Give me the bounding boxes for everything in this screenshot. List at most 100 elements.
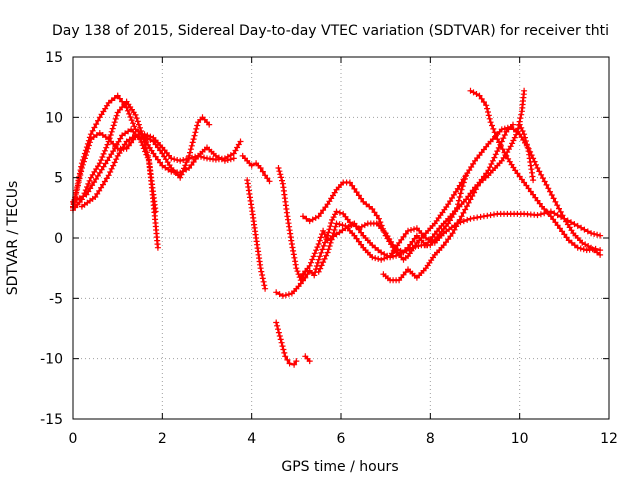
- data-point: [541, 178, 548, 185]
- data-point: [591, 231, 598, 237]
- data-point: [81, 150, 88, 157]
- data-point: [592, 245, 599, 252]
- data-point: [510, 137, 517, 144]
- data-point: [318, 249, 325, 256]
- data-point: [128, 117, 135, 124]
- x-tick-label: 2: [158, 431, 167, 447]
- data-point: [75, 177, 82, 184]
- data-point: [183, 156, 190, 163]
- data-point: [96, 187, 103, 194]
- data-point: [480, 99, 487, 105]
- series-arc-1: [70, 98, 161, 251]
- data-point: [577, 245, 584, 252]
- data-point: [123, 104, 130, 111]
- data-point: [523, 141, 530, 148]
- data-point: [154, 244, 161, 251]
- data-point: [581, 226, 588, 233]
- data-point: [91, 179, 98, 186]
- data-point: [84, 184, 90, 190]
- data-point: [325, 246, 332, 253]
- data-point: [309, 256, 316, 263]
- data-point: [537, 211, 544, 218]
- data-point: [281, 349, 288, 356]
- data-point: [460, 209, 467, 216]
- data-point: [551, 210, 558, 217]
- grid: [73, 57, 609, 419]
- data-point: [323, 252, 330, 259]
- data-point: [316, 253, 323, 260]
- data-point: [80, 153, 87, 160]
- data-point: [192, 129, 199, 136]
- data-point: [524, 144, 531, 151]
- data-point: [320, 227, 327, 234]
- data-point: [144, 132, 151, 139]
- data-point: [87, 185, 94, 192]
- y-tick-label: 5: [54, 171, 63, 187]
- data-point: [257, 265, 264, 272]
- data-point: [98, 157, 105, 164]
- data-point: [110, 122, 117, 129]
- y-tick-label: -10: [40, 352, 63, 368]
- data-point: [462, 206, 469, 213]
- data-point: [464, 170, 471, 177]
- data-point: [501, 149, 508, 156]
- data-point: [387, 254, 394, 261]
- data-point: [124, 107, 131, 114]
- x-tick-label: 4: [247, 431, 256, 447]
- data-point: [74, 180, 81, 187]
- series-arc-7: [244, 177, 269, 292]
- data-point: [275, 165, 282, 171]
- data-point: [552, 198, 559, 205]
- data-point: [597, 247, 604, 254]
- data-point: [471, 189, 478, 196]
- series-arc-11: [297, 87, 528, 280]
- data-point: [518, 124, 525, 131]
- data-point: [259, 272, 266, 278]
- data-point: [92, 194, 99, 200]
- data-point: [104, 157, 111, 164]
- data-point: [311, 272, 318, 279]
- series-arc-15: [516, 121, 537, 184]
- data-point: [180, 157, 187, 163]
- data-point: [333, 220, 340, 227]
- data-point: [85, 180, 92, 187]
- data-point: [78, 163, 85, 170]
- data-point: [578, 224, 585, 231]
- data-point: [536, 168, 543, 175]
- data-point: [177, 157, 184, 164]
- data-point: [93, 121, 100, 128]
- data-point: [339, 222, 346, 229]
- data-point: [91, 124, 98, 131]
- data-point: [349, 182, 356, 189]
- data-point: [132, 111, 139, 118]
- data-point: [511, 134, 518, 141]
- data-point: [518, 111, 525, 118]
- y-tick-label: 10: [45, 110, 63, 126]
- data-point: [189, 154, 196, 161]
- data-point: [94, 190, 101, 197]
- data-point: [262, 285, 269, 292]
- data-point: [557, 208, 564, 215]
- data-point: [447, 198, 454, 205]
- data-point: [548, 192, 555, 198]
- data-point: [113, 112, 120, 119]
- data-point: [310, 253, 317, 260]
- data-point: [405, 227, 411, 234]
- data-point: [498, 126, 505, 133]
- data-point: [191, 132, 198, 139]
- data-point: [371, 209, 378, 216]
- data-point: [486, 164, 493, 171]
- series-arc-5: [78, 131, 244, 210]
- data-point: [321, 255, 328, 262]
- data-point: [458, 179, 465, 186]
- data-point: [206, 121, 213, 128]
- data-point: [93, 176, 99, 182]
- data-point: [556, 205, 562, 212]
- series-arc-6: [239, 152, 273, 185]
- data-point: [100, 150, 107, 157]
- data-point: [76, 195, 83, 202]
- data-point: [314, 259, 321, 266]
- data-point: [73, 187, 80, 194]
- data-point: [460, 218, 467, 225]
